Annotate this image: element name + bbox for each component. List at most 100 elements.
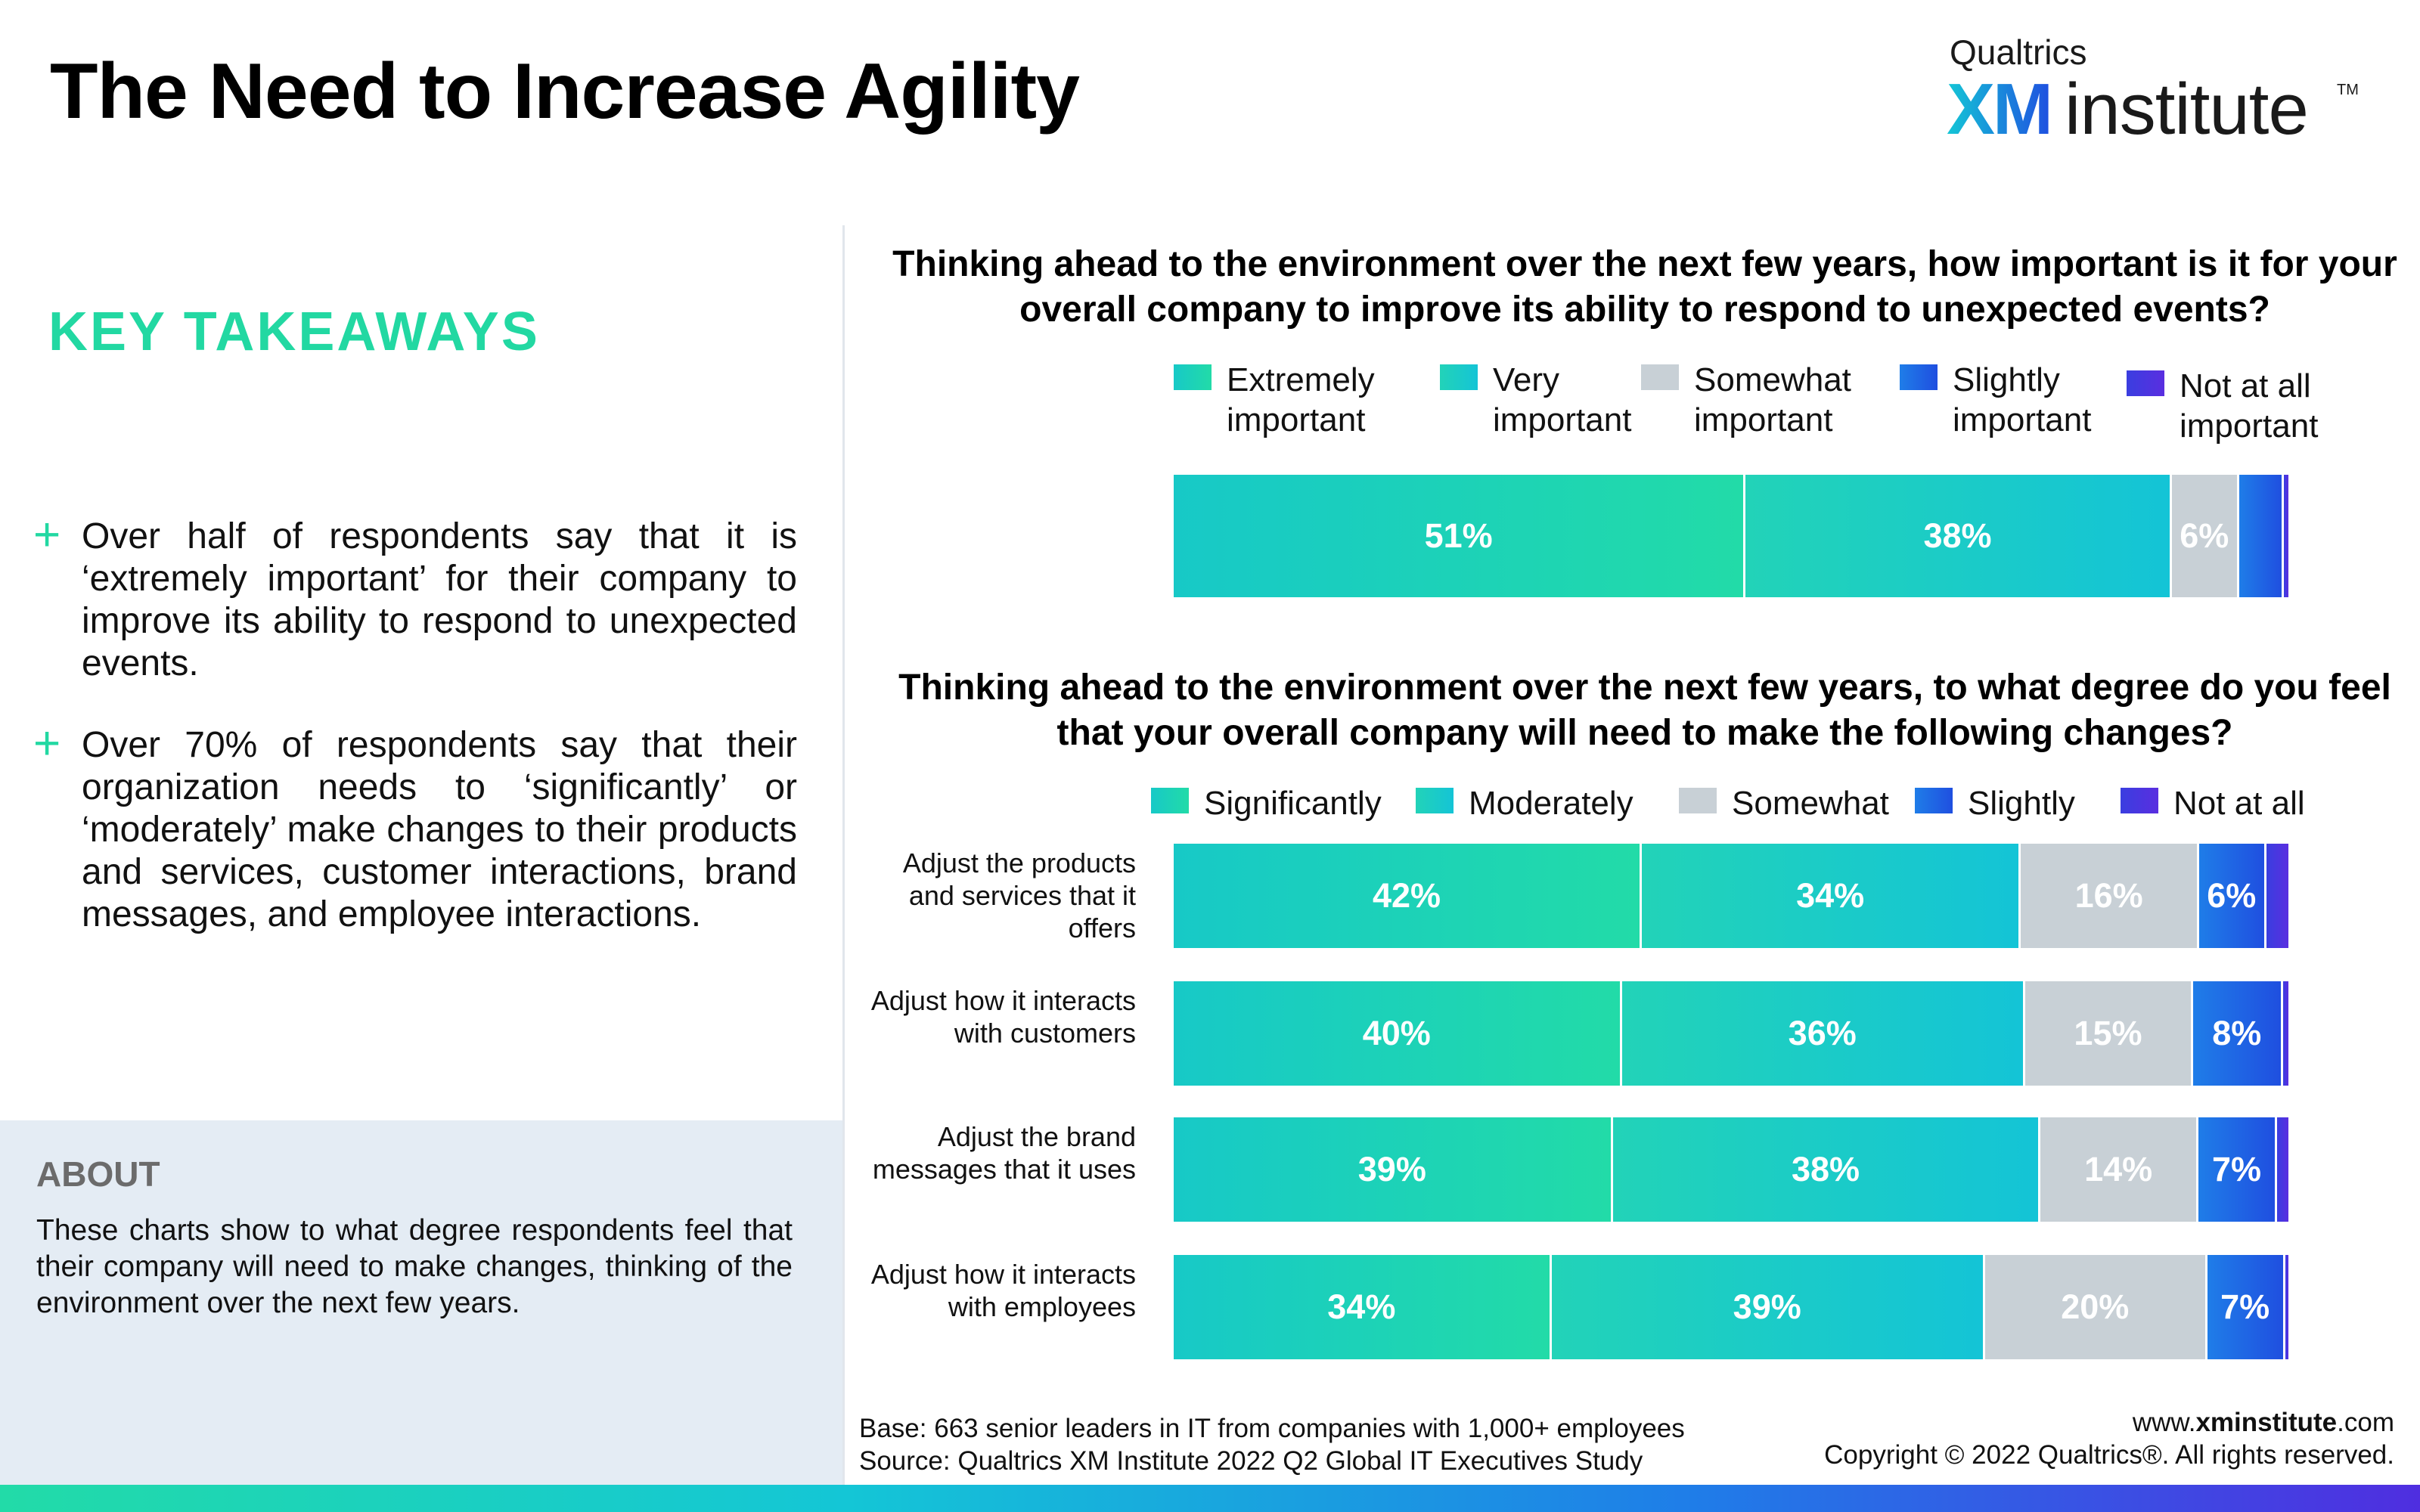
data-label: 34% (1327, 1287, 1396, 1326)
data-label: 40% (1362, 1014, 1431, 1052)
legend-item: Not at all important (2127, 366, 2318, 446)
about-panel: ABOUT These charts show to what degree r… (0, 1120, 842, 1485)
data-label: 6% (2180, 516, 2229, 555)
legend-item: Somewhat important (1641, 360, 1851, 440)
data-label: 16% (2074, 876, 2143, 915)
chart2-bar: 40% 36% 15% 8% (1174, 981, 2288, 1086)
bar-segment: 14% (2040, 1117, 2198, 1222)
legend-label: Extremely important (1227, 361, 1375, 438)
source-note: Source: Qualtrics XM Institute 2022 Q2 G… (859, 1446, 1643, 1476)
category-label: Adjust the brand messages that it uses (872, 1121, 1136, 1185)
legend-item: Very important (1440, 360, 1631, 440)
data-label: 39% (1733, 1287, 1801, 1326)
website-bold: xminstitute (2195, 1408, 2338, 1437)
legend-swatch (1900, 364, 1938, 390)
category-label: Adjust how it interacts with employees (870, 1259, 1136, 1322)
legend-swatch (1416, 788, 1454, 813)
takeaway-item: + Over half of respondents say that it i… (33, 509, 797, 685)
bar-segment: 38% (1612, 1117, 2041, 1222)
legend-label: Significantly (1204, 785, 1382, 822)
legend-label: Slightly (1968, 785, 2075, 822)
bar-segment: 6% (2171, 475, 2239, 597)
legend-swatch (1151, 788, 1189, 813)
legend-swatch (1641, 364, 1679, 390)
legend-label: Somewhat important (1694, 361, 1851, 438)
chart2-bar: 34% 39% 20% 7% (1174, 1255, 2288, 1359)
chart1-bar: 51% 38% 6% (1174, 475, 2288, 597)
legend-label: Somewhat (1732, 785, 1889, 822)
legend-label: Not at all important (2180, 367, 2319, 445)
chart2-bar: 39% 38% 14% 7% (1174, 1117, 2288, 1222)
legend-swatch (1440, 364, 1478, 390)
website-suffix: .com (2337, 1408, 2394, 1437)
legend-item: Slightly (1915, 783, 2075, 823)
bar-segment: 6% (2199, 844, 2266, 948)
footer-right: www.xminstitute.com Copyright © 2022 Qua… (1824, 1406, 2394, 1471)
legend-swatch (1915, 788, 1953, 813)
column-divider (842, 225, 845, 1485)
legend-swatch (2127, 370, 2164, 396)
plus-icon: + (33, 509, 61, 561)
bar-segment: 16% (2021, 844, 2200, 948)
legend-label: Moderately (1469, 785, 1634, 822)
bar-segment: 7% (2198, 1117, 2278, 1222)
category-label: Adjust how it interacts with customers (870, 985, 1136, 1049)
page-title: The Need to Increase Agility (50, 48, 1080, 135)
category-label: Adjust the products and services that it… (902, 847, 1136, 943)
bar-segment: 38% (1745, 475, 2172, 597)
legend-item: Somewhat (1679, 783, 1889, 823)
key-takeaways-heading: KEY TAKEAWAYS (48, 302, 540, 362)
data-label: 51% (1424, 516, 1493, 555)
bar-segment: 39% (1551, 1255, 1985, 1359)
bar-segment (2285, 1255, 2288, 1359)
data-label: 8% (2212, 1014, 2262, 1052)
data-label: 42% (1373, 876, 1441, 915)
data-label: 7% (2211, 1150, 2261, 1188)
logo-xm: XM (1947, 69, 2053, 150)
legend-item: Not at all (2121, 783, 2305, 823)
logo-tm: TM (2337, 82, 2359, 98)
footer-source: Base: 663 senior leaders in IT from comp… (859, 1412, 1685, 1477)
data-label: 6% (2207, 876, 2257, 915)
bottom-gradient-bar (0, 1485, 2420, 1512)
logo-institute: institute (2065, 69, 2309, 150)
bar-segment (2266, 844, 2288, 948)
website-link[interactable]: www.xminstitute.com (1824, 1406, 2394, 1439)
data-label: 38% (1923, 516, 1992, 555)
chart2-legend: Significantly Moderately Somewhat Slightly N… (1151, 783, 2361, 874)
data-label: 34% (1796, 876, 1865, 915)
data-label: 7% (2220, 1287, 2270, 1326)
bar-segment (2277, 1117, 2288, 1222)
bar-segment: 20% (1984, 1255, 2207, 1359)
legend-swatch (2121, 788, 2158, 813)
data-label: 15% (2074, 1014, 2142, 1052)
chart2-bar: 42% 34% 16% 6% (1174, 844, 2288, 948)
legend-label: Slightly important (1953, 361, 2092, 438)
legend-swatch (1679, 788, 1717, 813)
bar-segment (2282, 981, 2288, 1086)
legend-item: Significantly (1151, 783, 1382, 823)
bar-segment: 7% (2207, 1255, 2285, 1359)
chart1-question: Thinking ahead to the environment over t… (892, 244, 2397, 330)
base-note: Base: 663 senior leaders in IT from comp… (859, 1414, 1685, 1443)
legend-swatch (1174, 364, 1212, 390)
bar-segment: 51% (1174, 475, 1746, 597)
bar-segment: 42% (1174, 844, 1643, 948)
xm-institute-logo: Qualtrics XM institute TM (1936, 29, 2360, 150)
plus-icon: + (33, 717, 61, 770)
legend-item: Extremely important (1174, 360, 1375, 440)
bar-segment: 40% (1174, 981, 1622, 1086)
data-label: 20% (2061, 1287, 2130, 1326)
bar-segment: 15% (2024, 981, 2194, 1086)
bar-segment: 8% (2193, 981, 2283, 1086)
bar-segment: 39% (1174, 1117, 1613, 1222)
bar-segment (2284, 475, 2288, 597)
about-heading: ABOUT (36, 1154, 160, 1194)
legend-item: Slightly important (1900, 360, 2091, 440)
about-text: These charts show to what degree respond… (36, 1214, 793, 1319)
website-prefix: www. (2132, 1408, 2196, 1437)
takeaway-text: Over half of respondents say that it is … (82, 516, 797, 683)
legend-label: Very important (1493, 361, 1632, 438)
takeaway-item: + Over 70% of respondents say that their… (33, 717, 797, 936)
bar-segment: 36% (1621, 981, 2025, 1086)
